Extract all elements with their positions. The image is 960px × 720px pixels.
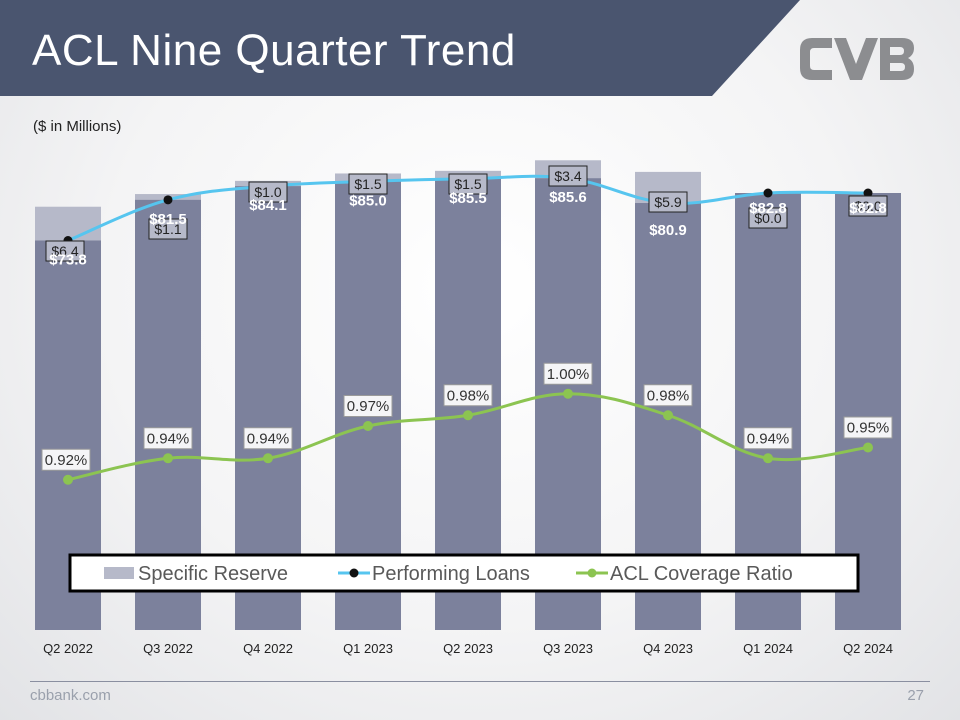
data-label-box-acl-coverage-ratio xyxy=(41,448,91,471)
data-label-performing-loans: $85.6 xyxy=(549,189,587,206)
x-tick-label: Q2 2023 xyxy=(443,641,493,656)
point-acl-coverage-ratio xyxy=(663,410,673,421)
data-label-performing-loans: $80.9 xyxy=(649,222,687,239)
data-label-box-specific-reserve xyxy=(45,240,85,262)
data-label-acl-coverage-ratio: 0.98% xyxy=(447,387,490,404)
x-tick-label: Q1 2024 xyxy=(743,641,793,656)
point-acl-coverage-ratio xyxy=(163,453,173,464)
data-label-specific-reserve: $5.9 xyxy=(654,194,681,210)
point-acl-coverage-ratio xyxy=(263,453,273,464)
data-label-performing-loans: $81.5 xyxy=(149,211,187,228)
labels-specific-reserve: $6.4 $1.1 $1.0 $1.5 $1.5 $3.4 $5.9 $0.0 $0.0 xyxy=(45,165,888,262)
data-label-acl-coverage-ratio: 0.97% xyxy=(347,398,390,415)
page-title: ACL Nine Quarter Trend xyxy=(32,26,516,75)
acl-trend-chart: $6.4 $1.1 $1.0 $1.5 $1.5 $3.4 $5.9 $0.0 $0.0 $73… xyxy=(35,160,901,656)
data-label-acl-coverage-ratio: 0.94% xyxy=(747,430,790,447)
legend-marker-acl-coverage-ratio xyxy=(587,568,597,578)
data-label-box-specific-reserve xyxy=(448,173,488,195)
x-tick-label: Q2 2024 xyxy=(843,641,893,656)
data-label-acl-coverage-ratio: 0.94% xyxy=(147,430,190,447)
data-label-box-acl-coverage-ratio xyxy=(543,362,593,385)
chart-legend: Specific Reserve Performing Loans ACL Cove… xyxy=(68,553,860,593)
data-label-specific-reserve: $1.5 xyxy=(454,176,481,192)
data-label-box-acl-coverage-ratio xyxy=(243,427,293,450)
footer-divider xyxy=(30,681,930,682)
x-axis-ticks: Q2 2022 Q3 2022 Q4 2022 Q1 2023 Q2 2023 Q3 20… xyxy=(43,641,893,656)
line-acl-coverage-ratio xyxy=(63,388,873,485)
x-tick-label: Q2 2022 xyxy=(43,641,93,656)
cvb-logo-icon xyxy=(800,38,914,80)
data-label-box-acl-coverage-ratio xyxy=(743,427,793,450)
legend-marker-performing-loans xyxy=(349,568,359,578)
point-acl-coverage-ratio xyxy=(463,410,473,421)
data-label-acl-coverage-ratio: 0.94% xyxy=(247,430,290,447)
labels-performing-loans: $73.8 $81.5 $84.1 $85.0 $85.5 $85.6 $80.9 $82.8… xyxy=(49,189,887,268)
data-label-specific-reserve: $1.1 xyxy=(154,221,181,237)
point-acl-coverage-ratio xyxy=(863,442,873,453)
point-acl-coverage-ratio xyxy=(763,453,773,464)
footer-website: cbbank.com xyxy=(30,687,111,704)
data-label-performing-loans: $84.1 xyxy=(249,197,287,214)
point-performing-loans xyxy=(163,195,173,205)
legend-label: Performing Loans xyxy=(372,563,530,585)
data-label-specific-reserve: $0.0 xyxy=(754,210,781,226)
x-tick-label: Q3 2023 xyxy=(543,641,593,656)
data-label-box-specific-reserve xyxy=(148,218,188,240)
data-label-box-specific-reserve xyxy=(648,191,688,213)
point-performing-loans xyxy=(763,188,773,198)
point-acl-coverage-ratio xyxy=(63,474,73,485)
units-note: ($ in Millions) xyxy=(33,118,122,135)
x-tick-label: Q1 2023 xyxy=(343,641,393,656)
point-acl-coverage-ratio xyxy=(563,388,573,399)
data-label-performing-loans: $73.8 xyxy=(49,252,87,269)
data-label-acl-coverage-ratio: 0.92% xyxy=(45,452,88,469)
data-label-specific-reserve: $0.0 xyxy=(854,198,881,214)
x-tick-label: Q4 2022 xyxy=(243,641,293,656)
x-tick-label: Q3 2022 xyxy=(143,641,193,656)
data-label-box-specific-reserve xyxy=(748,207,788,229)
data-label-performing-loans: $82.8 xyxy=(849,200,887,217)
labels-acl-coverage-ratio: 0.92% 0.94% 0.94% 0.97% 0.98% 1.00% 0.98% 0.94%… xyxy=(41,362,893,471)
data-label-box-acl-coverage-ratio xyxy=(143,427,193,450)
data-label-box-specific-reserve xyxy=(548,165,588,187)
data-label-box-acl-coverage-ratio xyxy=(643,384,693,407)
legend-label: Specific Reserve xyxy=(138,563,288,585)
legend-swatch-specific-reserve xyxy=(104,567,134,579)
data-label-box-acl-coverage-ratio xyxy=(343,395,393,417)
data-label-specific-reserve: $3.4 xyxy=(554,168,581,184)
data-label-specific-reserve: $1.0 xyxy=(254,184,281,200)
data-label-acl-coverage-ratio: 0.98% xyxy=(647,387,690,404)
page-number: 27 xyxy=(907,687,924,704)
data-label-performing-loans: $82.8 xyxy=(749,200,787,217)
data-label-box-specific-reserve xyxy=(348,173,388,195)
data-label-specific-reserve: $1.5 xyxy=(354,176,381,192)
data-label-box-specific-reserve xyxy=(248,181,288,203)
point-performing-loans xyxy=(863,188,873,198)
title-band xyxy=(0,0,800,96)
data-label-box-specific-reserve xyxy=(848,195,888,217)
data-label-performing-loans: $85.0 xyxy=(349,192,387,209)
data-label-box-acl-coverage-ratio xyxy=(843,416,893,439)
data-label-specific-reserve: $6.4 xyxy=(51,243,78,259)
point-acl-coverage-ratio xyxy=(363,421,373,431)
data-label-box-acl-coverage-ratio xyxy=(443,384,493,407)
data-label-acl-coverage-ratio: 1.00% xyxy=(547,366,590,383)
data-label-performing-loans: $85.5 xyxy=(449,190,487,207)
legend-box xyxy=(68,553,860,593)
x-tick-label: Q4 2023 xyxy=(643,641,693,656)
legend-label: ACL Coverage Ratio xyxy=(610,563,793,585)
data-label-acl-coverage-ratio: 0.95% xyxy=(847,420,890,437)
